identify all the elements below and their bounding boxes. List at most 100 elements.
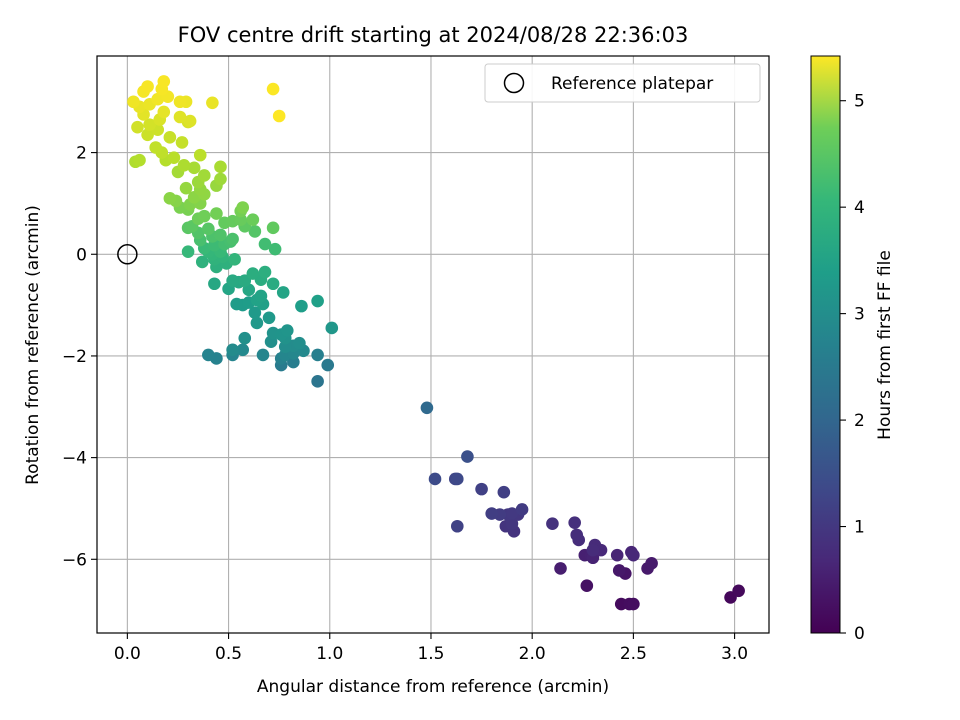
legend: Reference platepar [484, 63, 761, 103]
colorbar-tick-label: 4 [854, 198, 865, 218]
data-point [214, 172, 227, 186]
y-tick-label: 0 [76, 245, 87, 265]
data-point [202, 222, 215, 236]
x-tick-label: 2.0 [519, 644, 546, 664]
data-point [202, 348, 215, 362]
data-point [612, 564, 626, 577]
data-point [238, 274, 252, 287]
data-point [143, 118, 156, 131]
data-point [732, 584, 745, 598]
x-tick-label: 0.5 [215, 644, 242, 664]
data-point [250, 316, 264, 330]
data-point [206, 96, 219, 110]
x-axis-label: Angular distance from reference (arcmin) [257, 677, 609, 697]
data-point [266, 82, 280, 96]
data-point [193, 148, 207, 162]
colorbar: 0 1 2 3 4 5 Hours from first FF file [810, 55, 895, 644]
data-point [214, 228, 227, 242]
data-point [276, 286, 290, 299]
data-point [187, 161, 201, 175]
data-point [280, 324, 294, 337]
data-point [173, 110, 187, 124]
data-point [197, 209, 211, 223]
data-point [570, 528, 584, 542]
data-point [325, 321, 339, 335]
data-point [278, 340, 292, 354]
y-tick-label: −6 [62, 550, 87, 570]
data-point [177, 158, 191, 172]
data-point [311, 294, 324, 308]
x-tick-label: 3.0 [721, 644, 748, 664]
data-point [226, 274, 239, 287]
data-point [485, 507, 498, 520]
data-point [210, 207, 223, 220]
data-point [262, 311, 276, 325]
data-point [266, 277, 280, 291]
colorbar-tick-label: 2 [854, 411, 865, 431]
data-point [246, 267, 260, 280]
data-point [295, 299, 308, 313]
y-axis-ticks: 2 0 −2 −4 −6 [62, 144, 97, 570]
data-point [610, 548, 624, 562]
data-point [195, 255, 209, 269]
data-point [505, 507, 519, 520]
data-point [546, 517, 559, 531]
data-point [311, 375, 324, 388]
data-point [627, 548, 640, 562]
chart-title: FOV centre drift starting at 2024/08/28 … [178, 23, 689, 47]
data-point [266, 221, 280, 235]
data-point [450, 472, 464, 486]
data-point [151, 92, 165, 106]
data-point [236, 343, 250, 357]
legend-marker-icon [503, 72, 525, 94]
data-point [214, 160, 227, 174]
data-point [197, 169, 211, 182]
data-point [287, 355, 300, 369]
x-tick-label: 0.0 [114, 644, 141, 664]
data-point [234, 213, 248, 226]
data-point [167, 151, 181, 164]
colorbar-ticks: 0 1 2 3 4 5 [840, 92, 865, 644]
x-tick-label: 1.5 [417, 644, 444, 664]
data-point [254, 289, 268, 303]
data-point [568, 516, 581, 529]
data-point [627, 597, 640, 611]
data-point [428, 472, 442, 486]
data-point [208, 277, 221, 291]
data-points [117, 75, 745, 611]
data-point [179, 181, 193, 195]
data-point [515, 503, 529, 516]
data-point [157, 105, 171, 119]
data-point [226, 343, 239, 357]
data-point [461, 450, 474, 463]
y-tick-label: −2 [62, 347, 87, 367]
data-point [248, 306, 262, 320]
colorbar-gradient [810, 55, 841, 634]
data-point [230, 297, 243, 311]
y-axis-label: Rotation from reference (arcmin) [23, 205, 43, 485]
data-point [256, 348, 270, 362]
data-point [246, 213, 260, 226]
data-point [586, 543, 600, 557]
data-point [497, 485, 511, 499]
data-point [141, 128, 154, 142]
data-point [580, 579, 594, 593]
legend-label: Reference platepar [551, 74, 713, 94]
colorbar-label: Hours from first FF file [875, 250, 895, 440]
data-point [157, 75, 171, 88]
legend-box [484, 63, 761, 103]
data-point [183, 114, 197, 128]
colorbar-tick-label: 5 [854, 92, 865, 112]
data-point [645, 557, 658, 570]
data-point [173, 95, 187, 109]
data-point [321, 358, 335, 372]
data-point [236, 201, 250, 214]
data-point [228, 253, 241, 266]
data-point [238, 331, 252, 345]
data-point [133, 153, 146, 167]
y-tick-label: 2 [76, 144, 87, 164]
data-point [141, 80, 154, 93]
data-point [181, 245, 195, 259]
grid-lines [97, 56, 769, 633]
